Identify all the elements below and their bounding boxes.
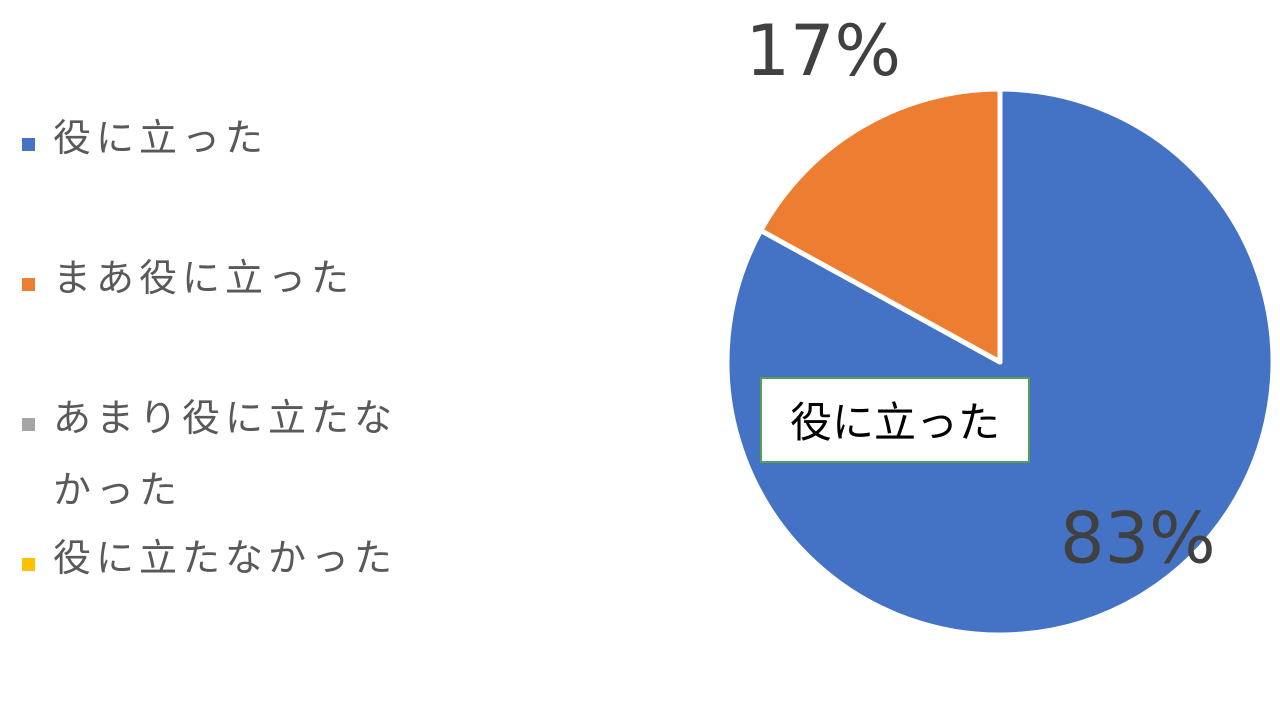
callout-box [760,377,1030,463]
slice-callout: 役に立った [760,377,1030,463]
legend-item: 役に立った [22,116,433,174]
legend-swatch [22,558,35,571]
data-label: 83% [1060,498,1216,580]
legend-swatch [22,278,35,291]
pie-slice [724,86,1276,638]
legend-label: 役に立たなかった [53,536,398,580]
legend-swatch [22,138,35,151]
pie-data-labels: 83% 17% [745,10,1215,580]
legend-item: あまり役に立たなかった [22,396,433,526]
pie-slice [758,86,1003,365]
legend-item: まあ役に立った [22,256,433,314]
legend-label: 役に立った [53,116,269,160]
pie-slices [724,86,1276,638]
legend-label: まあ役に立った [53,256,355,300]
data-label: 17% [745,10,901,92]
legend-swatch [22,418,35,431]
legend-item: 役に立たなかった [22,536,433,594]
chart-legend: 役に立ったまあ役に立ったあまり役に立たなかった役に立たなかった [22,0,462,720]
legend-label: あまり役に立たなかった [53,396,398,512]
callout-label: 役に立った [790,398,1000,447]
